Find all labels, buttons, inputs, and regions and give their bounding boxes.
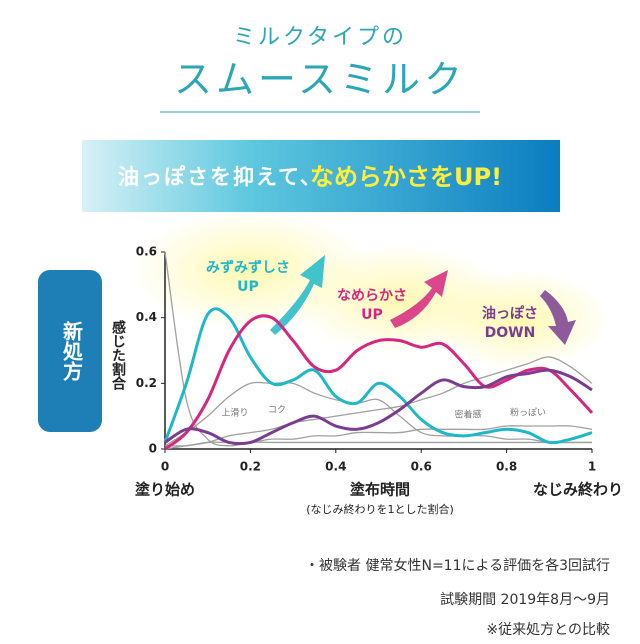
series-line — [163, 307, 593, 445]
y-tick-label: 0 — [149, 442, 157, 456]
banner-text: 油っぽさを抑えて、 — [118, 165, 323, 189]
title: スムースミルク — [174, 58, 466, 102]
x-tick-label: 0 — [161, 460, 169, 474]
y-tick-label: 0.4 — [136, 310, 157, 324]
series-label: 密着感 — [454, 409, 481, 421]
arrow — [270, 255, 325, 335]
note: ※従来処方との比較 — [486, 622, 610, 638]
badge — [38, 270, 102, 432]
y-tick-label: 0.2 — [136, 376, 157, 390]
series-line — [164, 251, 592, 447]
series-label: 油っぽさ — [482, 305, 538, 322]
x-tick-label: 1 — [588, 460, 596, 474]
series-line — [164, 368, 593, 446]
kicker: ミルクタイプの — [233, 25, 407, 50]
series-label: 粉っぽい — [510, 407, 546, 419]
arrow — [540, 290, 576, 345]
x-tick-label: 0.2 — [240, 460, 261, 474]
y-tick-label: 0.6 — [136, 245, 157, 259]
x-tick-label: 0.6 — [411, 460, 432, 474]
series-trend: DOWN — [485, 325, 536, 341]
x-tick-label: 0.8 — [496, 460, 517, 474]
x-end-label: なじみ終わり — [533, 481, 623, 499]
series-label: 上滑り — [221, 408, 248, 419]
y-axis-label: 感じた割合 — [110, 319, 126, 391]
x-axis-label: 塗布時間 — [350, 481, 410, 499]
arrow — [390, 270, 448, 328]
x-axis-sublabel: (なじみ終わりを1とした割合) — [306, 502, 454, 516]
badge-text: 新処方 — [60, 320, 84, 382]
banner — [82, 140, 560, 212]
series-line — [164, 314, 594, 451]
x-tick-label: 0.4 — [325, 460, 346, 474]
series-label: コク — [268, 405, 286, 416]
note: 試験期間 2019年8月〜9月 — [440, 592, 610, 608]
series-line — [164, 356, 593, 450]
series-line — [164, 381, 592, 447]
series-label: みずみずしさ — [206, 259, 290, 276]
note: ・被験者 健常女性N=11による評価を各3回試行 — [305, 557, 610, 574]
x-start-label: 塗り始め — [135, 481, 195, 499]
series-trend: UP — [237, 279, 259, 295]
series-trend: UP — [361, 307, 383, 323]
series-label: なめらかさ — [337, 288, 407, 304]
banner-highlight: なめらかさをUP! — [310, 163, 502, 191]
